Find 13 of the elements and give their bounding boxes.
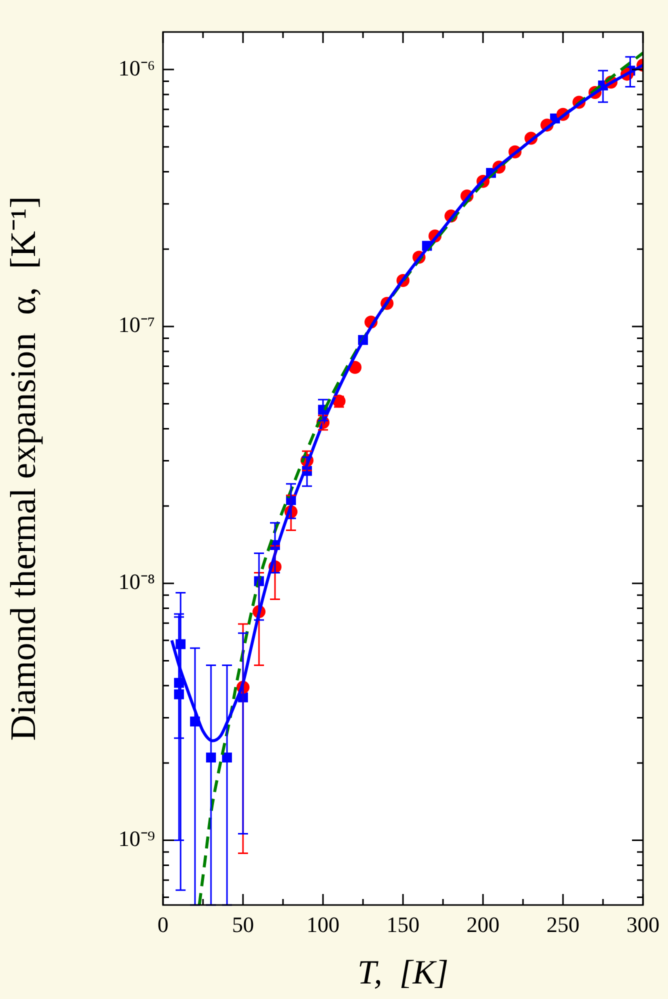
y-tick-label: 10⁻⁷ (118, 312, 155, 338)
y-tick-label: 10⁻⁶ (118, 55, 155, 80)
y-tick-label: 10⁻⁹ (118, 826, 156, 852)
x-tick-label: 50 (232, 912, 254, 937)
x-tick-label: 200 (466, 912, 500, 937)
x-tick-label: 100 (306, 912, 340, 937)
x-axis-title: T, [K] (357, 954, 449, 992)
y-axis-title: Diamond thermal expansion α, [K⁻¹] (3, 196, 44, 741)
x-tick-label: 250 (546, 912, 580, 937)
x-tick-label: 0 (158, 912, 168, 937)
x-tick-label: 300 (626, 912, 660, 937)
y-tick-label: 10⁻⁸ (118, 569, 155, 594)
x-tick-label: 150 (386, 912, 420, 937)
